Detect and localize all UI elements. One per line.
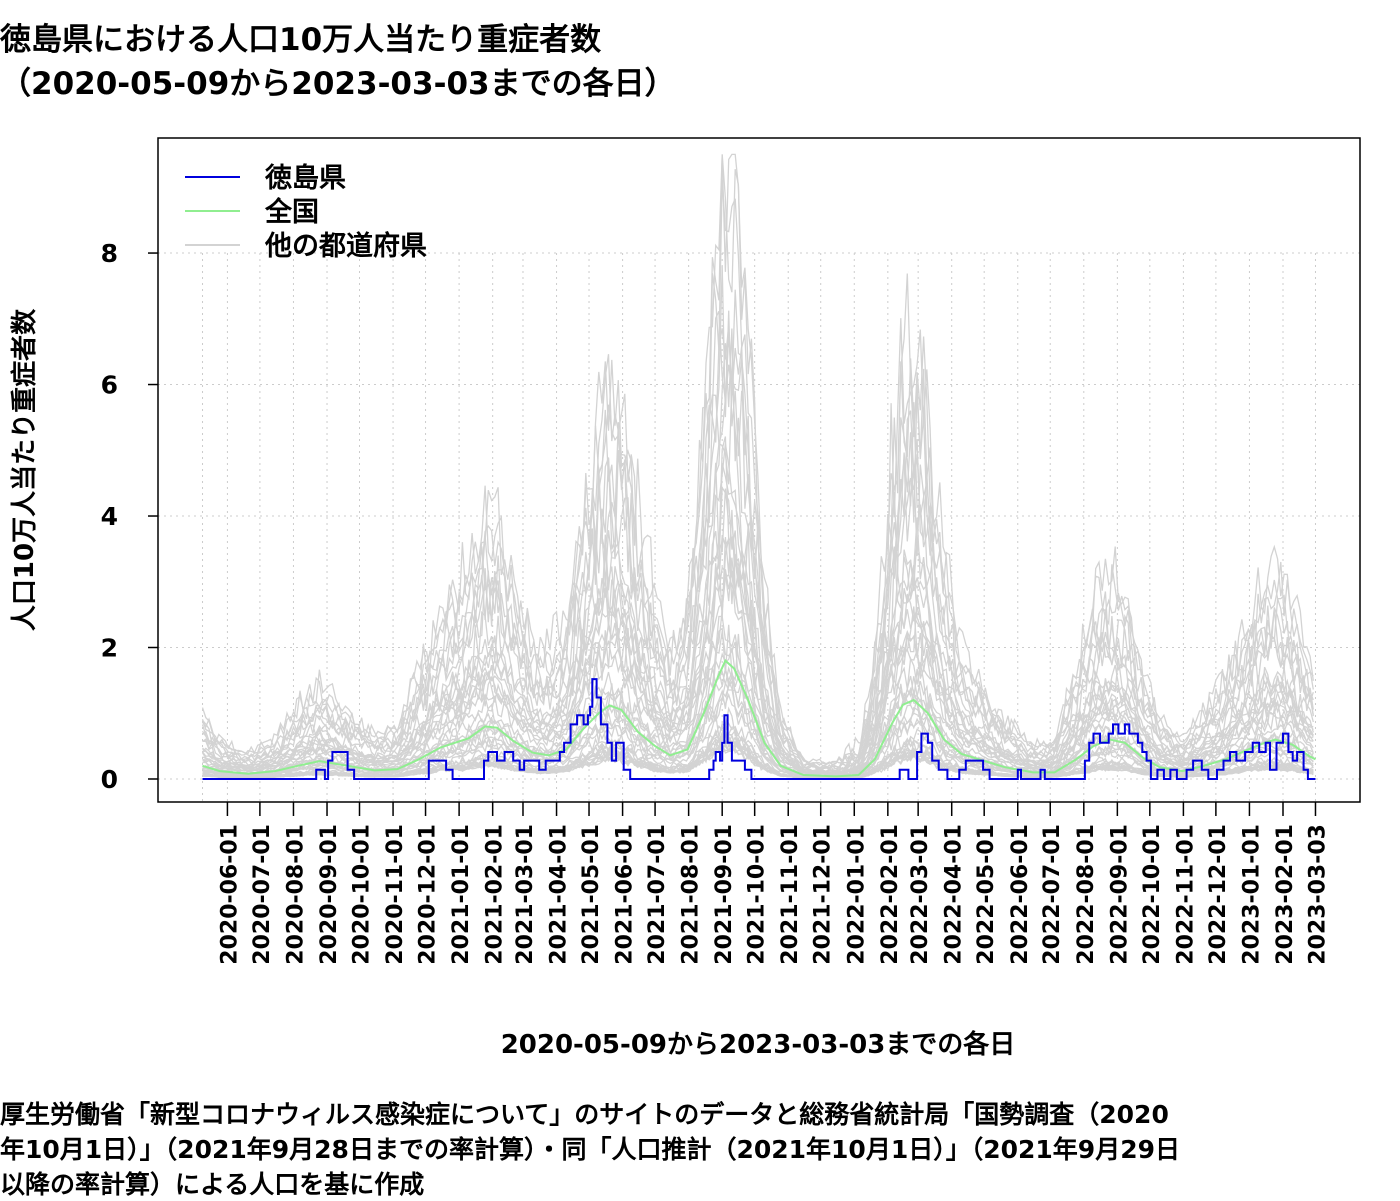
x-tick-label: 2020-09-01: [317, 824, 342, 965]
x-tick-label: 2021-09-01: [712, 824, 737, 965]
x-tick-label: 2021-07-01: [645, 824, 670, 965]
x-tick-label: 2023-01-01: [1239, 824, 1264, 965]
x-tick-label: 2021-11-01: [778, 824, 803, 965]
x-tick-label: 2022-12-01: [1206, 824, 1231, 965]
source-note-line-1: 厚生労働省「新型コロナウィルス感染症について」のサイトのデータと総務省統計局「国…: [0, 1100, 1169, 1129]
national-line: [202, 659, 1316, 778]
legend-label-national: 全国: [264, 196, 319, 228]
other-prefecture-line: [202, 289, 1314, 770]
y-tick-label: 8: [101, 239, 118, 268]
plot-frame: [157, 137, 1361, 803]
y-tick-label: 4: [101, 502, 118, 531]
x-tick-label: 2021-12-01: [811, 824, 836, 965]
other-prefecture-line: [202, 509, 1314, 775]
chart-subtitle: （2020-05-09から2023-03-03までの各日）: [0, 66, 676, 102]
x-tick-label: 2020-10-01: [350, 824, 375, 965]
tokushima-line-group: [202, 678, 1316, 780]
x-tick-label: 2022-02-01: [878, 824, 903, 965]
legend-label-other: 他の都道府県: [264, 230, 427, 262]
chart-title: 徳島県における人口10万人当たり重症者数: [0, 22, 602, 58]
x-tick-label: 2022-08-01: [1074, 824, 1099, 965]
y-tick-label: 2: [101, 634, 118, 663]
x-tick-label: 2021-08-01: [679, 824, 704, 965]
other-prefecture-line: [201, 325, 1314, 770]
other-prefecture-line: [202, 615, 1314, 777]
x-axis: 2020-06-01 2020-07-01 2020-08-01 2020-09-01…: [217, 802, 1331, 965]
y-tick-label: 6: [101, 371, 118, 400]
x-tick-label: 2022-05-01: [974, 824, 999, 965]
x-tick-label: 2022-09-01: [1107, 824, 1132, 965]
x-axis-label: 2020-05-09から2023-03-03までの各日: [501, 1029, 1016, 1060]
y-tick-label: 0: [101, 765, 118, 794]
x-tick-label: 2022-01-01: [844, 824, 869, 965]
tokushima-line: [202, 678, 1316, 780]
other-prefecture-line: [201, 179, 1314, 767]
other-prefecture-line: [202, 573, 1314, 776]
x-tick-label: 2022-11-01: [1173, 824, 1198, 965]
other-prefecture-line: [202, 741, 1314, 779]
other-prefecture-line: [202, 668, 1314, 778]
y-axis-label: 人口10万人当たり重症者数: [9, 308, 40, 631]
x-tick-label: 2021-06-01: [613, 824, 638, 965]
x-tick-label: 2020-06-01: [217, 824, 242, 965]
x-tick-label: 2021-01-01: [449, 824, 474, 965]
x-tick-label: 2022-06-01: [1008, 824, 1033, 965]
legend-label-tokushima: 徳島県: [264, 163, 346, 194]
other-prefecture-line: [202, 463, 1314, 774]
x-tick-label: 2023-02-01: [1273, 824, 1298, 965]
x-tick-label: 2022-07-01: [1040, 824, 1065, 965]
legend: 徳島県 全国 他の都道府県: [185, 163, 427, 262]
x-tick-label: 2021-03-01: [513, 824, 538, 965]
source-note-line-3: 以降の率計算）による人口を基に作成: [0, 1170, 425, 1199]
other-prefecture-line: [202, 667, 1314, 778]
x-tick-label: 2021-04-01: [547, 824, 572, 965]
other-prefecture-line: [202, 723, 1314, 779]
other-prefecture-line: [202, 557, 1314, 776]
x-tick-label: 2021-05-01: [579, 824, 604, 965]
x-tick-label: 2021-10-01: [745, 824, 770, 965]
x-tick-label: 2021-02-01: [483, 824, 508, 965]
x-tick-label: 2022-03-01: [908, 824, 933, 965]
x-tick-label: 2022-04-01: [942, 824, 967, 965]
y-axis: 0 2 4 6 8: [101, 239, 158, 794]
x-tick-label: 2020-12-01: [416, 824, 441, 965]
x-tick-label: 2020-11-01: [383, 824, 408, 965]
national-line-group: [202, 659, 1316, 778]
other-prefecture-line: [202, 328, 1314, 773]
source-note-line-2: 年10月1日）」（2021年9月28日までの率計算）・同「人口推計（2021年1…: [0, 1135, 1180, 1164]
x-tick-label: 2022-10-01: [1140, 824, 1165, 965]
x-tick-label: 2020-08-01: [284, 824, 309, 965]
x-tick-label: 2023-03-03: [1306, 824, 1331, 965]
other-prefecture-line: [201, 266, 1314, 770]
x-tick-label: 2020-07-01: [250, 824, 275, 965]
other-prefectures-lines: [201, 153, 1314, 780]
